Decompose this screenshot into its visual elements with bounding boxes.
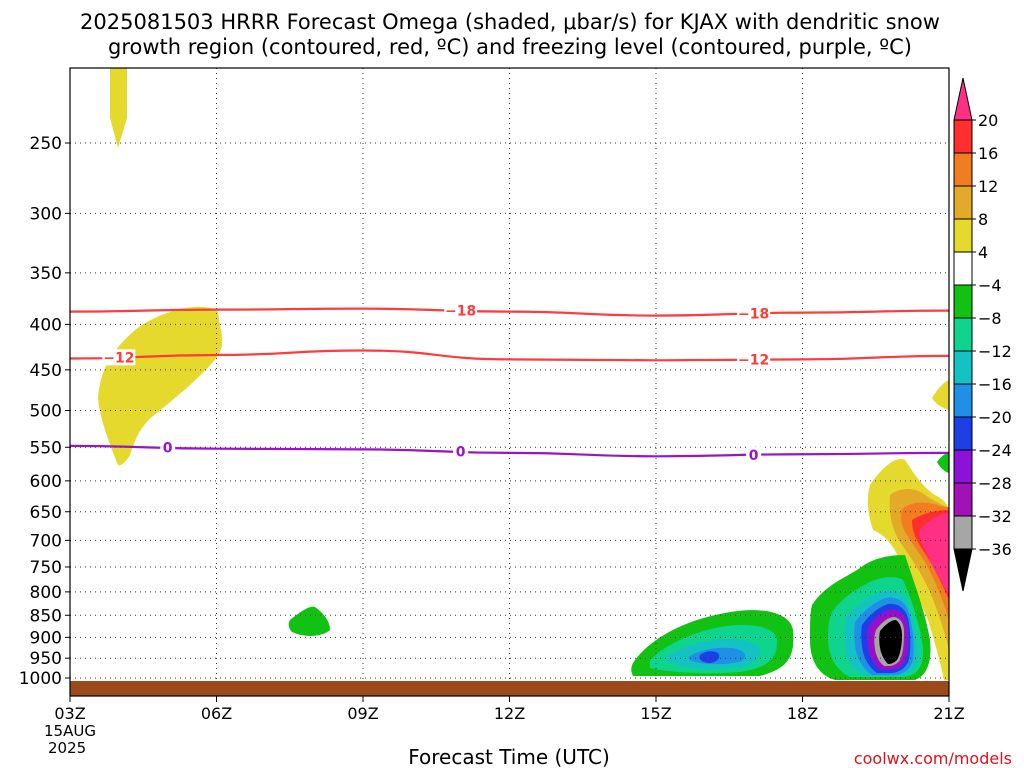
omega-shade-top-left [110, 68, 127, 148]
x-tick-label: 15Z [640, 704, 671, 723]
x-axis-ticks: 03Z 06Z 09Z 12Z 15Z 18Z 21Z [54, 696, 965, 723]
y-tick-label: 800 [30, 583, 62, 603]
x-tick-label: 03Z [54, 704, 85, 723]
x-tick-label: 06Z [201, 704, 232, 723]
x-start-date-line1: 15AUG [44, 722, 96, 740]
y-tick-label: 300 [30, 204, 62, 224]
omega-shade-09z-green [288, 606, 330, 636]
x-tick-label: 12Z [494, 704, 525, 723]
y-tick-label: 750 [30, 558, 62, 578]
plot-background [70, 68, 949, 696]
contour-label: −18 [445, 304, 476, 320]
contour-line--12 [69, 349, 950, 362]
temperature-contours: −18 −18 −12 −12 0 0 0 [69, 302, 950, 464]
contour-line--18 [69, 307, 950, 317]
contour-label: −18 [738, 307, 769, 323]
colorbar-segment [953, 152, 973, 187]
y-tick-label: 400 [30, 315, 62, 335]
colorbar-label: −12 [978, 342, 1012, 361]
contour-label-bg [160, 439, 176, 456]
contour-label: −12 [103, 350, 134, 366]
omega-shade-16z-blue [699, 651, 720, 663]
colorbar-segment [953, 515, 973, 550]
chart-title-line2: growth region (contoured, red, ºC) and f… [108, 35, 912, 59]
colorbar-segment [953, 350, 973, 385]
contour-label-bg [102, 349, 136, 366]
colorbar-label: −28 [978, 474, 1012, 493]
x-axis-label: Forecast Time (UTC) [408, 745, 610, 768]
ground-surface [70, 681, 949, 696]
colorbar-label: −20 [978, 408, 1012, 427]
y-tick-label: 650 [30, 503, 62, 523]
omega-shade-21z-green [937, 453, 949, 473]
chart-title-line1: 2025081503 HRRR Forecast Omega (shaded, … [80, 10, 940, 34]
omega-colorbar: 20 16 12 8 4 −4 −8 −12 −16 −20 −24 −28 −32 −36 [953, 77, 1012, 592]
contour-label: 0 [749, 448, 759, 464]
colorbar-label: 20 [978, 111, 998, 130]
colorbar-label: 16 [978, 144, 998, 163]
contour-label-bg [453, 443, 469, 460]
omega-shade-mid-left [98, 306, 223, 466]
y-tick-label: 550 [30, 438, 62, 458]
y-tick-label: 500 [30, 402, 62, 422]
colorbar-segment [953, 251, 973, 286]
x-tick-label: 21Z [933, 704, 964, 723]
colorbar-segment [953, 284, 973, 319]
omega-cell-20z-sinking [810, 555, 931, 680]
colorbar-label: 12 [978, 177, 998, 196]
y-tick-label: 250 [30, 134, 62, 154]
colorbar-min-arrow [953, 548, 973, 592]
colorbar-segment [953, 482, 973, 517]
y-axis-ticks: 2503003504004505005506006507007508008509… [19, 134, 70, 689]
colorbar-label: −16 [978, 375, 1012, 394]
omega-shade-21z-yellow [932, 380, 949, 410]
y-tick-label: 700 [30, 531, 62, 551]
contour-label: 0 [163, 441, 173, 457]
y-tick-label: 450 [30, 361, 62, 381]
x-start-date-line2: 2025 [48, 739, 86, 757]
colorbar-segment [953, 416, 973, 451]
omega-cell-16z [631, 610, 794, 676]
contour-label-bg [737, 351, 771, 368]
colorbar-segment [953, 383, 973, 418]
y-tick-label: 600 [30, 472, 62, 492]
x-tick-label: 09Z [347, 704, 378, 723]
y-tick-label: 900 [30, 628, 62, 648]
colorbar-label: −8 [978, 309, 1002, 328]
colorbar-segment [953, 317, 973, 352]
omega-shading [98, 68, 949, 680]
contour-label: 0 [456, 445, 466, 461]
colorbar-label: −24 [978, 441, 1012, 460]
colorbar-segment [953, 449, 973, 484]
colorbar-label: −32 [978, 507, 1012, 526]
y-tick-label: 350 [30, 264, 62, 284]
colorbar-label: −36 [978, 540, 1012, 559]
colorbar-max-arrow [953, 77, 973, 121]
y-tick-label: 950 [30, 649, 62, 669]
colorbar-segment [953, 185, 973, 220]
omega-shade-20z-magenta [919, 513, 949, 595]
credit-text: coolwx.com/models [854, 749, 1012, 768]
colorbar-label: −4 [978, 276, 1002, 295]
omega-shade-20z-black [879, 620, 902, 664]
y-tick-label: 850 [30, 606, 62, 626]
x-tick-label: 18Z [787, 704, 818, 723]
contour-label-bg [444, 302, 478, 319]
y-tick-label: 1000 [19, 669, 62, 689]
colorbar-label: 4 [978, 243, 988, 262]
colorbar-label: 8 [978, 210, 988, 229]
contour-line-0 [69, 444, 950, 458]
colorbar-segment [953, 218, 973, 253]
colorbar-segment [953, 119, 973, 154]
contour-label-bg [746, 446, 762, 463]
contour-label-bg [737, 305, 771, 322]
contour-label: −12 [738, 353, 769, 369]
